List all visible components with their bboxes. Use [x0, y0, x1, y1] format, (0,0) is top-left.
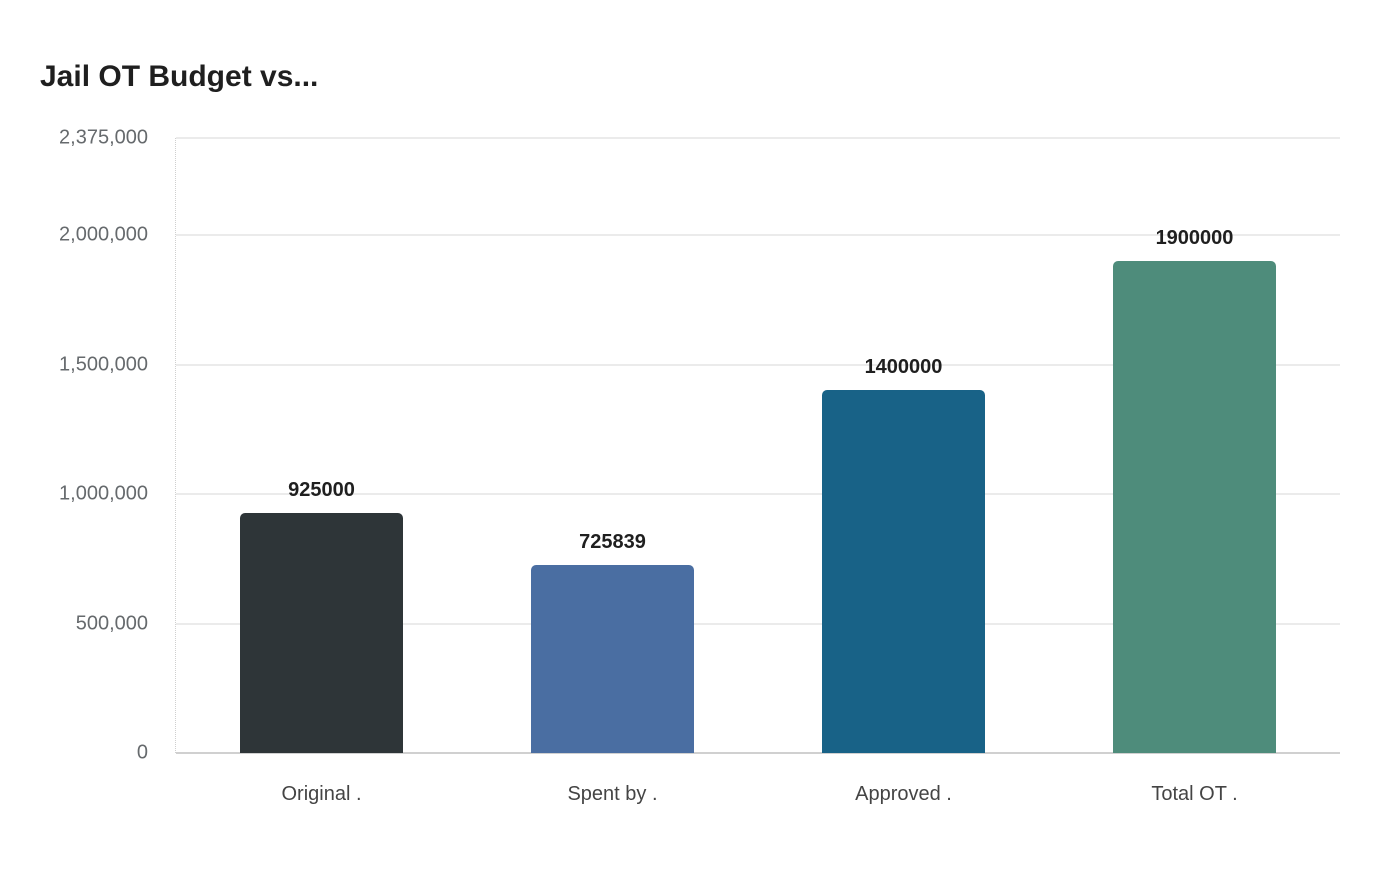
bar-value-label: 1900000 [1155, 227, 1234, 249]
x-tick-label: Total OT . [1151, 783, 1238, 805]
gridline [176, 234, 1340, 236]
gridline [176, 493, 1340, 495]
y-tick-label: 2,375,000 [59, 126, 148, 149]
bar-value-label: 1400000 [864, 356, 943, 379]
gridline [176, 137, 1340, 139]
bar[interactable] [531, 565, 694, 753]
x-tick-label: Spent by . [567, 783, 658, 805]
y-tick-label: 0 [136, 741, 148, 764]
y-tick-label: 2,000,000 [59, 223, 148, 246]
y-axis-line [175, 138, 176, 753]
bar[interactable] [1113, 261, 1276, 753]
gridline [176, 623, 1340, 625]
bar-value-label: 925000 [288, 479, 355, 502]
bar[interactable] [240, 513, 403, 753]
bar-value-label: 725839 [579, 531, 646, 554]
x-tick-label: Original . [281, 783, 362, 805]
chart-title: Jail OT Budget vs... [40, 60, 319, 93]
gridline [176, 364, 1340, 366]
bar[interactable] [822, 390, 985, 753]
y-tick-label: 1,000,000 [59, 482, 148, 505]
x-axis-line [176, 752, 1340, 754]
y-tick-label: 500,000 [75, 612, 148, 635]
y-tick-label: 1,500,000 [59, 353, 148, 376]
x-tick-label: Approved . [855, 783, 952, 805]
